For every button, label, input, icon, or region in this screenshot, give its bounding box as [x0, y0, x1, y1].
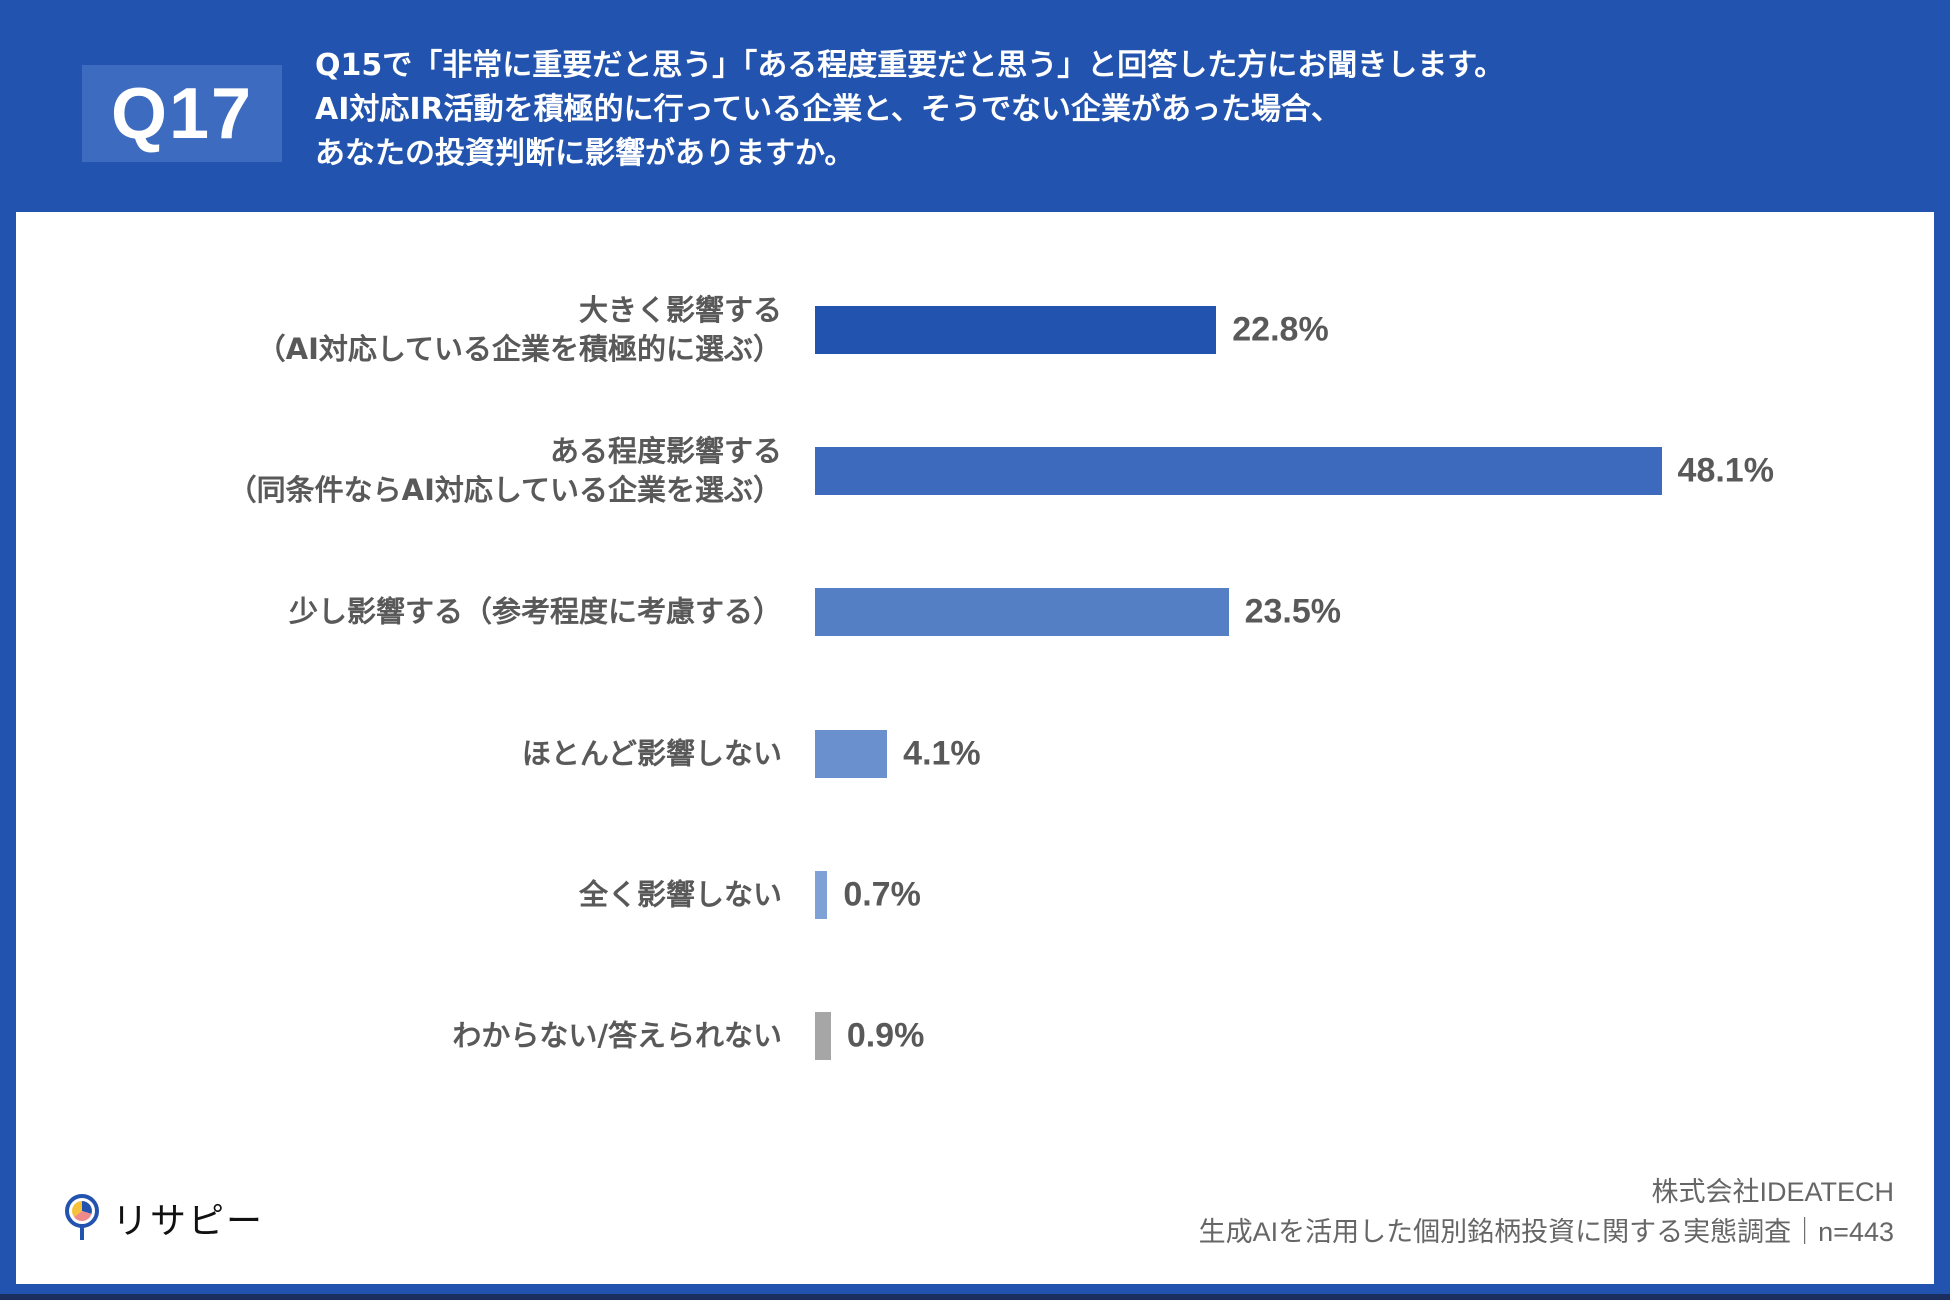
category-label: ある程度影響する （同条件ならAI対応している企業を選ぶ）	[228, 432, 782, 510]
bar-row-somewhat-affects: ある程度影響する （同条件ならAI対応している企業を選ぶ） 48.1%	[16, 421, 1934, 521]
category-label-line: 大きく影響する	[578, 293, 782, 327]
category-label-line: （AI対応している企業を積極的に選ぶ）	[256, 332, 782, 366]
bar-row-not-at-all: 全く影響しない 0.7%	[16, 845, 1934, 945]
question-title-line-3: あなたの投資判断に影響がありますか。	[315, 136, 855, 171]
bar-row-strongly-affects: 大きく影響する （AI対応している企業を積極的に選ぶ） 22.8%	[16, 280, 1934, 380]
category-label-line: ほとんど影響しない	[521, 736, 782, 771]
bar	[815, 871, 828, 919]
bottom-border	[0, 1294, 1950, 1300]
company-name: 株式会社IDEATECH	[1651, 1177, 1894, 1207]
question-title-line-1: Q15で「非常に重要だと思う」「ある程度重要だと思う」と回答した方にお聞きします…	[315, 48, 1505, 83]
source-footer: 株式会社IDEATECH 生成AIを活用した個別銘柄投資に関する実態調査｜n=4…	[1199, 1172, 1894, 1252]
magnifier-pie-icon	[65, 1194, 99, 1240]
value-label: 23.5%	[1244, 592, 1341, 631]
bar	[815, 730, 888, 778]
bar	[815, 447, 1662, 495]
chart-panel: 大きく影響する （AI対応している企業を積極的に選ぶ） 22.8% ある程度影響…	[16, 212, 1934, 1284]
bar-row-hardly-affects: ほとんど影響しない 4.1%	[16, 704, 1934, 804]
category-label: 少し影響する（参考程度に考慮する）	[289, 593, 782, 632]
bar	[815, 1012, 831, 1060]
value-label: 0.9%	[846, 1016, 925, 1055]
question-number-badge: Q17	[82, 65, 282, 162]
value-label: 0.7%	[843, 875, 921, 914]
category-label: わからない/答えられない	[452, 1017, 782, 1056]
value-label: 4.1%	[903, 734, 981, 773]
bar-row-dont-know: わからない/答えられない 0.9%	[16, 986, 1934, 1086]
bar	[815, 588, 1229, 636]
category-label: 大きく影響する （AI対応している企業を積極的に選ぶ）	[257, 291, 782, 369]
category-label-line: （同条件ならAI対応している企業を選ぶ）	[227, 473, 782, 507]
category-label-line: ある程度影響する	[549, 434, 782, 468]
value-label: 22.8%	[1232, 310, 1329, 349]
bar	[815, 306, 1217, 354]
logo-text: リサピー	[112, 1201, 265, 1242]
value-label: 48.1%	[1677, 451, 1774, 490]
survey-name: 生成AIを活用した個別銘柄投資に関する実態調査｜n=443	[1198, 1217, 1894, 1247]
category-label: ほとんど影響しない	[522, 735, 782, 774]
question-title: Q15で「非常に重要だと思う」「ある程度重要だと思う」と回答した方にお聞きします…	[315, 44, 1875, 176]
category-label: 全く影響しない	[579, 876, 782, 915]
category-label-line: 少し影響する（参考程度に考慮する）	[288, 594, 782, 629]
bar-row-slightly-affects: 少し影響する（参考程度に考慮する） 23.5%	[16, 562, 1934, 662]
risapy-logo: リサピー	[62, 1192, 264, 1244]
category-label-line: 全く影響しない	[578, 877, 782, 912]
category-label-line: わからない/答えられない	[452, 1018, 782, 1053]
question-title-line-2: AI対応IR活動を積極的に行っている企業と、そうでない企業があった場合、	[315, 92, 1341, 127]
